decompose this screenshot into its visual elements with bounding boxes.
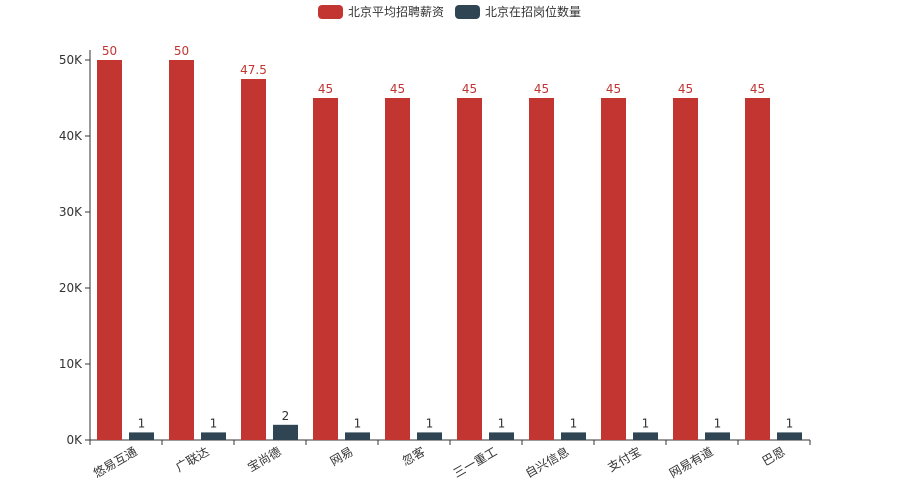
y-tick-label-2: 20K [59, 281, 83, 295]
data-label-s2-8: 1 [714, 416, 722, 430]
y-tick-label-3: 30K [59, 205, 83, 219]
bar-s1-3[interactable] [313, 98, 338, 440]
bar-s2-8[interactable] [705, 432, 730, 440]
data-label-s1-1: 50 [174, 44, 189, 58]
bar-s1-6[interactable] [529, 98, 554, 440]
data-label-s2-5: 1 [498, 416, 506, 430]
bar-s1-0[interactable] [97, 60, 122, 440]
y-axis: 0K 10K 20K 30K 40K 50K [59, 50, 91, 447]
legend-label-2: 北京在招岗位数量 [485, 4, 581, 19]
legend-swatch-1 [318, 5, 343, 19]
data-label-s1-6: 45 [534, 82, 549, 96]
y-tick-label-0: 0K [66, 433, 83, 447]
x-tick-label-5: 三一重工 [451, 444, 500, 480]
data-label-s2-9: 1 [786, 416, 794, 430]
bar-s2-0[interactable] [129, 432, 154, 440]
bar-s2-6[interactable] [561, 432, 586, 440]
x-tick-label-6: 自兴信息 [522, 444, 571, 481]
bars: 50 50 47.5 45 45 45 45 45 45 45 1 1 2 1 1 1 1 1 1 1 [97, 44, 802, 440]
x-tick-label-7: 支付宝 [605, 444, 643, 474]
bar-s1-2[interactable] [241, 79, 266, 440]
legend: 北京平均招聘薪资 北京在招岗位数量 [318, 4, 581, 19]
legend-item-2[interactable]: 北京在招岗位数量 [455, 4, 581, 19]
data-label-s1-0: 50 [102, 44, 117, 58]
bar-s2-1[interactable] [201, 432, 226, 440]
data-label-s2-7: 1 [642, 416, 650, 430]
data-label-s1-2: 47.5 [240, 63, 267, 77]
bar-s2-3[interactable] [345, 432, 370, 440]
legend-item-1[interactable]: 北京平均招聘薪资 [318, 5, 444, 19]
data-label-s1-5: 45 [462, 82, 477, 96]
x-tick-label-4: 忽客 [399, 444, 427, 469]
bar-s1-7[interactable] [601, 98, 626, 440]
bar-s1-9[interactable] [745, 98, 770, 440]
bar-s2-4[interactable] [417, 432, 442, 440]
legend-swatch-2 [455, 5, 480, 19]
data-label-s2-1: 1 [210, 416, 218, 430]
data-label-s1-4: 45 [390, 82, 405, 96]
data-label-s2-4: 1 [426, 416, 434, 430]
legend-label-1: 北京平均招聘薪资 [348, 5, 444, 19]
bar-s1-4[interactable] [385, 98, 410, 440]
data-label-s1-9: 45 [750, 82, 765, 96]
x-tick-label-9: 巴恩 [760, 444, 788, 468]
x-tick-label-8: 网易有道 [667, 444, 716, 480]
data-label-s1-8: 45 [678, 82, 693, 96]
data-label-s2-3: 1 [354, 416, 362, 430]
bar-s1-1[interactable] [169, 60, 194, 440]
data-label-s2-6: 1 [570, 416, 578, 430]
data-label-s1-3: 45 [318, 82, 333, 96]
x-tick-label-2: 宝尚德 [245, 444, 284, 475]
y-tick-label-1: 10K [59, 357, 83, 371]
y-tick-label-5: 50K [59, 53, 83, 67]
data-label-s2-2: 2 [282, 409, 290, 423]
bar-s1-5[interactable] [457, 98, 482, 440]
bar-s2-2[interactable] [273, 424, 298, 440]
x-tick-label-1: 广联达 [173, 444, 211, 474]
data-label-s2-0: 1 [138, 416, 146, 430]
bar-s2-5[interactable] [489, 432, 514, 440]
bar-s1-8[interactable] [673, 98, 698, 440]
x-tick-label-3: 网易 [328, 444, 356, 468]
bar-s2-9[interactable] [777, 432, 802, 440]
x-axis: 悠易互通 广联达 宝尚德 网易 忽客 三一重工 自兴信息 支付宝 网易有道 巴恩 [89, 439, 811, 481]
y-tick-label-4: 40K [59, 129, 83, 143]
x-tick-label-0: 悠易互通 [90, 444, 139, 481]
data-label-s1-7: 45 [606, 82, 621, 96]
bar-s2-7[interactable] [633, 432, 658, 440]
